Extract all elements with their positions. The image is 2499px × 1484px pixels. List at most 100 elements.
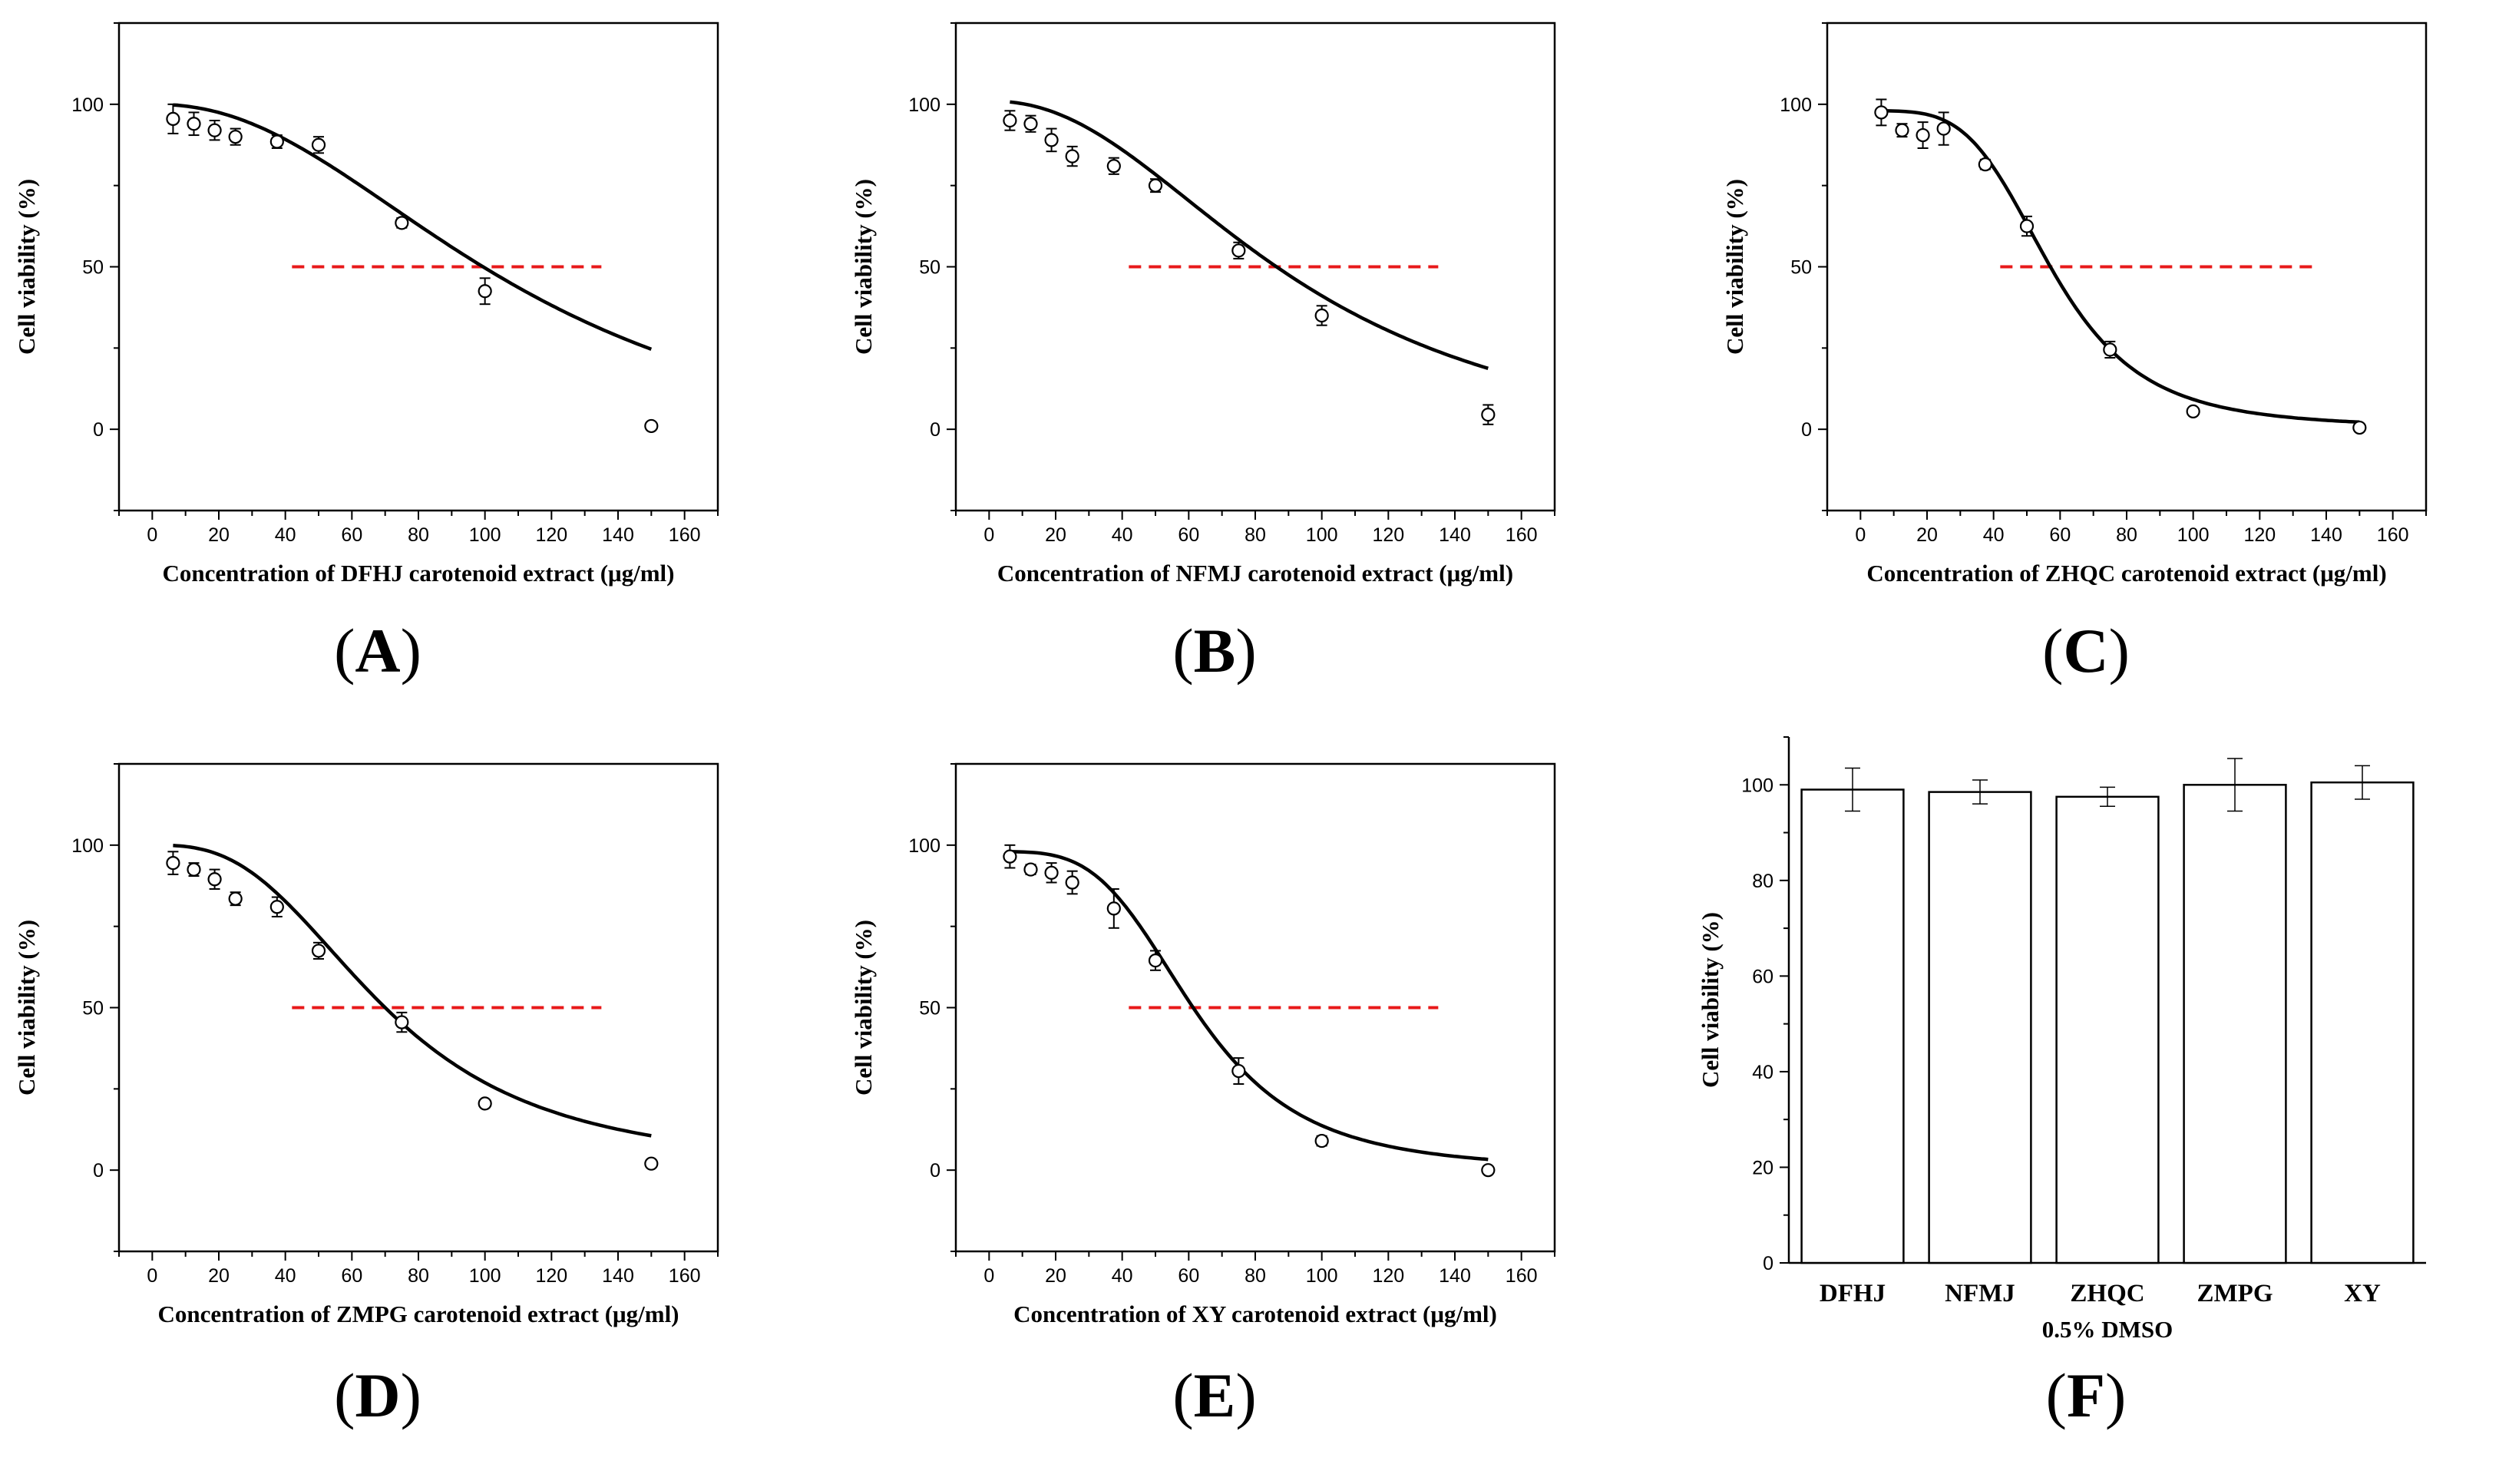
x-tick-label: 40 bbox=[275, 524, 296, 546]
x-tick-label: 0 bbox=[1855, 524, 1866, 546]
y-axis-title: Cell viability (%) bbox=[13, 179, 40, 355]
x-tick-label: 100 bbox=[469, 524, 501, 546]
bar bbox=[1928, 791, 2032, 1264]
x-tick-label: 160 bbox=[669, 1265, 701, 1287]
panel-label: (A) bbox=[334, 616, 421, 686]
x-tick-label: 20 bbox=[208, 524, 230, 546]
panel-label: (B) bbox=[1172, 616, 1256, 686]
panel-b: 0 20 40 60 80 100 120 140 160 0 50 100 Concentration… bbox=[850, 21, 1556, 686]
data-point bbox=[207, 123, 222, 137]
y-tick-label: 20 bbox=[1752, 1157, 1773, 1178]
data-point bbox=[311, 137, 326, 152]
x-tick-label: 80 bbox=[2116, 524, 2137, 546]
x-tick-label: 100 bbox=[1306, 524, 1338, 546]
x-tick-label: 120 bbox=[2243, 524, 2276, 546]
x-tick-label: 100 bbox=[469, 1265, 501, 1287]
data-point bbox=[1106, 159, 1121, 174]
panel-c: 0 20 40 60 80 100 120 140 160 0 50 100 Concentration… bbox=[1721, 21, 2428, 686]
data-point bbox=[1106, 901, 1121, 916]
data-point bbox=[311, 944, 326, 958]
data-point bbox=[187, 862, 201, 877]
data-point bbox=[1936, 121, 1951, 136]
x-tick-label: 140 bbox=[602, 1265, 634, 1287]
x-tick-label: 40 bbox=[1112, 1265, 1133, 1287]
data-point bbox=[644, 418, 659, 434]
x-tick-label: 20 bbox=[208, 1265, 230, 1287]
x-axis-title: Concentration of DFHJ carotenoid extract… bbox=[163, 560, 675, 587]
data-point bbox=[228, 891, 243, 906]
x-tick-label: 100 bbox=[1306, 1265, 1338, 1287]
y-tick-label: 40 bbox=[1752, 1062, 1773, 1083]
bar-category-label: ZMPG bbox=[2197, 1280, 2273, 1307]
x-tick-label: 20 bbox=[1045, 1265, 1066, 1287]
x-tick-label: 0 bbox=[147, 1265, 157, 1287]
x-tick-label: 160 bbox=[2377, 524, 2409, 546]
y-tick-label: 100 bbox=[908, 835, 940, 857]
x-tick-label: 160 bbox=[1506, 524, 1538, 546]
x-axis-title: 0.5% DMSO bbox=[2042, 1316, 2173, 1343]
y-tick-label: 100 bbox=[71, 835, 104, 857]
data-point bbox=[1044, 865, 1059, 880]
x-tick-label: 60 bbox=[2049, 524, 2071, 546]
data-point bbox=[228, 130, 243, 144]
data-point bbox=[269, 134, 284, 149]
data-point bbox=[1023, 117, 1038, 131]
data-point bbox=[166, 111, 180, 126]
fit-curve bbox=[173, 844, 652, 1138]
data-point bbox=[269, 900, 284, 914]
data-point bbox=[1978, 157, 1992, 172]
data-point bbox=[1148, 954, 1163, 968]
data-point bbox=[166, 856, 180, 871]
y-axis-title: Cell viability (%) bbox=[13, 920, 40, 1096]
y-tick-label: 50 bbox=[82, 257, 104, 279]
data-point bbox=[1003, 113, 1017, 128]
panel-label: (F) bbox=[2046, 1360, 2127, 1430]
x-tick-label: 60 bbox=[341, 524, 362, 546]
y-tick-label: 50 bbox=[919, 257, 940, 279]
x-tick-label: 0 bbox=[147, 524, 157, 546]
data-point bbox=[1148, 178, 1163, 193]
data-point bbox=[644, 1156, 659, 1171]
panel-label: (C) bbox=[2042, 616, 2130, 686]
bar-category-label: NFMJ bbox=[1945, 1280, 2015, 1307]
y-tick-label: 0 bbox=[93, 419, 104, 441]
y-tick-label: 0 bbox=[1763, 1253, 1773, 1274]
x-tick-label: 60 bbox=[341, 1265, 362, 1287]
x-tick-label: 60 bbox=[1178, 1265, 1199, 1287]
x-tick-label: 120 bbox=[535, 524, 567, 546]
data-point bbox=[1874, 105, 1889, 120]
x-axis-title: Concentration of ZMPG carotenoid extract… bbox=[157, 1301, 679, 1327]
x-tick-label: 0 bbox=[983, 524, 994, 546]
data-point bbox=[1003, 849, 1017, 864]
data-point bbox=[1481, 408, 1496, 422]
x-tick-label: 0 bbox=[983, 1265, 994, 1287]
data-point bbox=[1231, 243, 1246, 258]
data-point bbox=[1895, 123, 1909, 137]
data-point bbox=[1231, 1063, 1246, 1079]
bar bbox=[2183, 784, 2287, 1264]
x-tick-label: 140 bbox=[1439, 1265, 1471, 1287]
y-tick-label: 50 bbox=[1790, 257, 1812, 279]
x-tick-label: 40 bbox=[1112, 524, 1133, 546]
data-point bbox=[2352, 420, 2367, 435]
data-point bbox=[1314, 308, 1329, 323]
y-tick-label: 60 bbox=[1752, 966, 1773, 987]
y-tick-label: 0 bbox=[930, 419, 940, 441]
x-tick-label: 20 bbox=[1916, 524, 1938, 546]
data-point bbox=[478, 284, 492, 299]
panel-e: 0 20 40 60 80 100 120 140 160 0 50 100 Concentration… bbox=[850, 762, 1556, 1430]
y-tick-label: 100 bbox=[71, 94, 104, 116]
x-tick-label: 120 bbox=[1372, 1265, 1404, 1287]
y-tick-label: 80 bbox=[1752, 871, 1773, 892]
y-tick-label: 0 bbox=[1801, 419, 1812, 441]
bar-category-label: DFHJ bbox=[1820, 1280, 1886, 1307]
y-tick-label: 0 bbox=[93, 1160, 104, 1182]
bar bbox=[2055, 795, 2160, 1264]
x-tick-label: 20 bbox=[1045, 524, 1066, 546]
data-point bbox=[1023, 862, 1038, 877]
data-point bbox=[2103, 342, 2117, 357]
x-axis-title: Concentration of NFMJ carotenoid extract… bbox=[997, 560, 1513, 587]
y-tick-label: 100 bbox=[908, 94, 940, 116]
bar-category-label: XY bbox=[2344, 1280, 2381, 1307]
